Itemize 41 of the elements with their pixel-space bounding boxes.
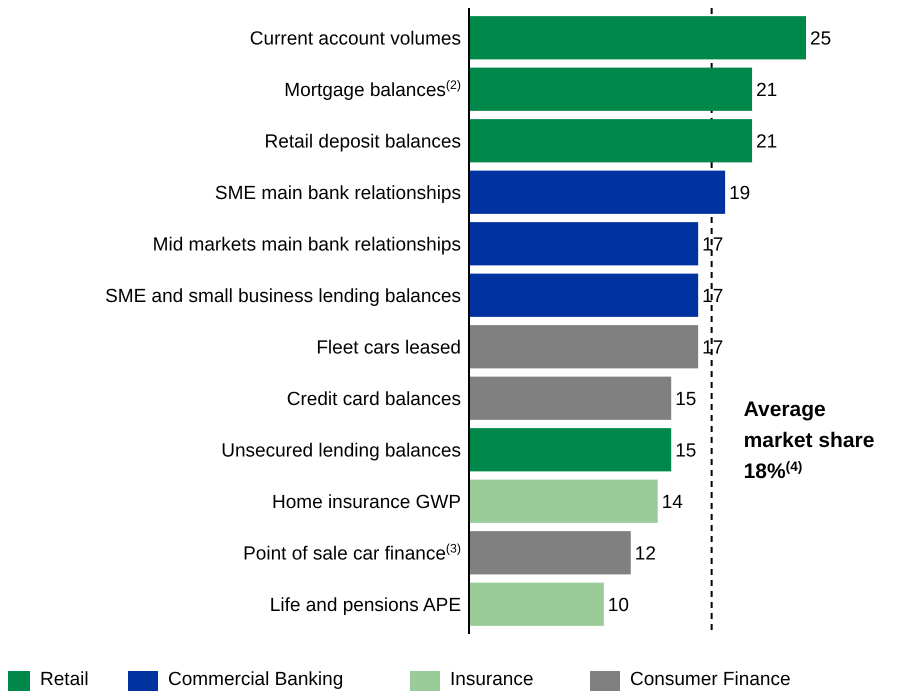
y-tick-label: Fleet cars leased bbox=[316, 337, 461, 358]
y-tick-label: Mortgage balances$^{(2)}$ bbox=[284, 78, 461, 101]
data-label: 15 bbox=[675, 440, 696, 462]
y-tick-label: Point of sale car finance$^{(3)}$ bbox=[243, 541, 461, 564]
y-tick-label: Life and pensions APE bbox=[270, 594, 461, 616]
legend-label: Insurance bbox=[450, 669, 534, 690]
bar bbox=[469, 325, 698, 368]
y-tick-label: Home insurance GWP bbox=[272, 492, 461, 513]
data-label: 17 bbox=[702, 234, 724, 256]
y-tick-label: SME and small business lending balances bbox=[105, 286, 461, 307]
ref-line-label: Average market share 18%$^{(4)}$ bbox=[744, 398, 874, 483]
bar bbox=[469, 68, 752, 111]
y-tick-label: Unsecured lending balances bbox=[221, 440, 461, 462]
data-label: 14 bbox=[662, 492, 684, 513]
bar bbox=[469, 16, 806, 60]
bar bbox=[469, 119, 752, 162]
legend-label: Commercial Banking bbox=[168, 669, 344, 690]
legend-label: Retail bbox=[40, 669, 89, 690]
bar bbox=[469, 274, 698, 317]
bar bbox=[469, 480, 658, 523]
data-label: 21 bbox=[756, 131, 778, 152]
bar bbox=[469, 428, 672, 472]
bar bbox=[469, 531, 631, 574]
data-label: 21 bbox=[756, 80, 778, 101]
data-label: 10 bbox=[608, 594, 629, 616]
y-tick-label: Retail deposit balances bbox=[264, 131, 461, 152]
y-tick-label: Mid markets main bank relationships bbox=[152, 234, 461, 256]
bar bbox=[469, 582, 604, 626]
bar bbox=[469, 222, 698, 266]
data-label: 15 bbox=[675, 388, 696, 410]
data-label: 25 bbox=[810, 28, 832, 50]
bar bbox=[469, 376, 672, 420]
data-label: 17 bbox=[702, 337, 724, 358]
y-tick-label: Current account volumes bbox=[250, 28, 461, 50]
data-label: 12 bbox=[634, 543, 656, 564]
data-label: 19 bbox=[729, 182, 750, 204]
data-label: 17 bbox=[702, 286, 724, 307]
y-tick-label: SME main bank relationships bbox=[214, 182, 461, 204]
bar bbox=[469, 170, 726, 214]
legend-label: Consumer Finance bbox=[630, 669, 791, 690]
y-tick-label: Credit card balances bbox=[286, 388, 461, 410]
